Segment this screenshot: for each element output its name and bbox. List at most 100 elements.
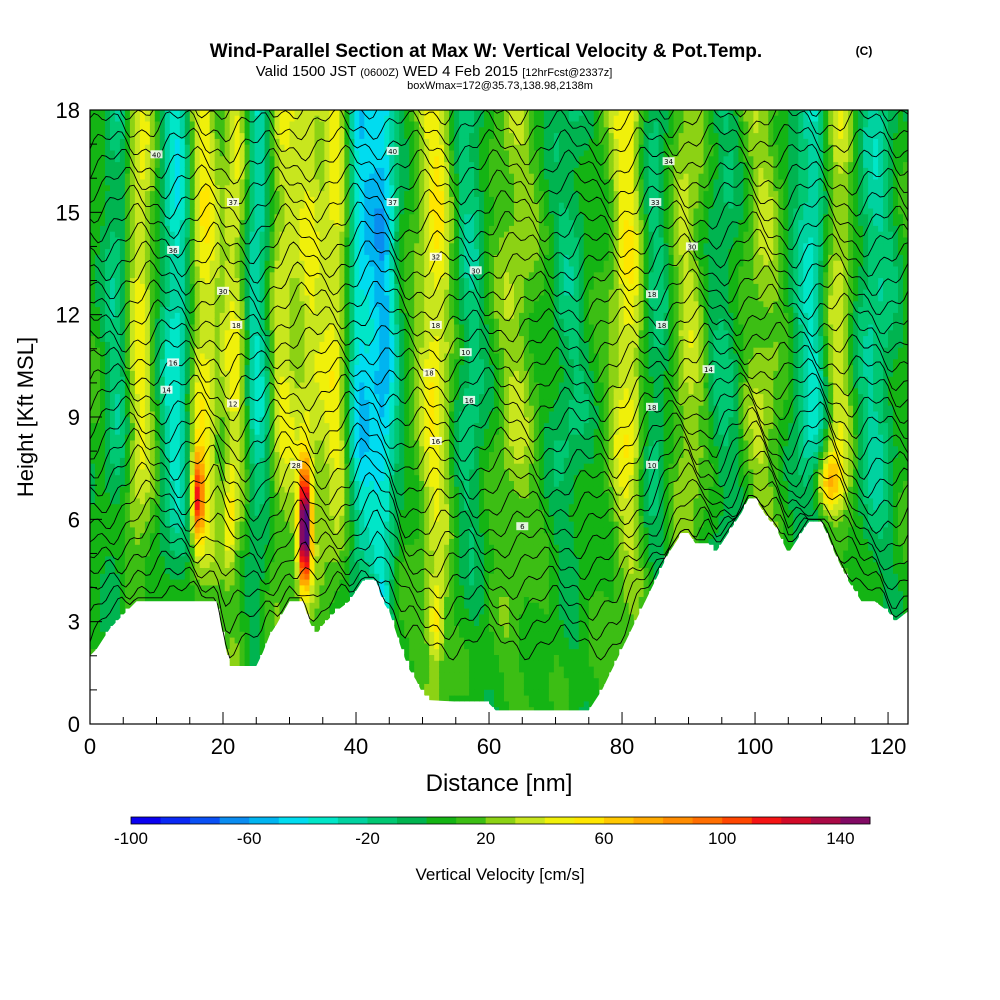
velocity-cell [164,579,171,586]
velocity-cell [164,468,171,476]
velocity-cell [184,161,191,168]
velocity-cell [204,242,211,250]
velocity-cell [159,567,166,574]
velocity-cell [229,439,236,447]
velocity-cell [119,271,126,279]
velocity-cell [279,532,286,539]
velocity-cell [264,115,271,122]
velocity-cell [204,555,211,563]
velocity-cell [339,474,345,481]
velocity-cell [95,550,101,557]
velocity-cell [124,579,131,586]
velocity-cell [309,341,316,348]
velocity-cell [239,538,246,545]
velocity-cell [100,306,106,313]
velocity-cell [184,410,191,418]
velocity-cell [110,260,116,267]
velocity-cell [209,567,216,574]
velocity-cell [199,335,206,342]
velocity-cell [184,561,191,568]
velocity-cell [349,132,355,139]
velocity-cell [344,561,350,568]
velocity-cell [184,521,191,528]
velocity-cell [95,335,101,342]
velocity-cell [95,236,101,244]
velocity-cell [209,445,216,453]
velocity-cell [249,173,256,180]
velocity-cell [90,416,96,424]
velocity-cell [174,289,181,296]
velocity-cell [284,306,291,313]
velocity-cell [319,602,325,609]
velocity-cell [274,132,281,139]
velocity-cell [95,271,101,279]
velocity-cell [229,625,236,632]
velocity-cell [269,387,276,395]
velocity-cell [174,126,181,134]
velocity-cell [339,294,345,302]
velocity-cell [234,631,241,638]
velocity-cell [229,184,236,192]
velocity-cell [244,364,251,371]
velocity-cell [244,306,251,313]
velocity-cell [209,387,216,395]
velocity-cell [105,463,111,470]
title-mark: (C) [856,44,873,58]
velocity-cell [349,526,355,534]
velocity-cell [259,294,266,302]
velocity-cell [249,550,256,557]
velocity-cell [309,138,316,145]
velocity-cell [279,283,286,290]
velocity-cell [314,387,321,395]
velocity-cell [169,149,176,157]
velocity-cell [209,451,216,458]
velocity-cell [144,376,151,383]
velocity-cell [344,236,350,244]
velocity-cell [134,260,141,267]
velocity-cell [174,410,181,418]
velocity-cell [159,509,166,516]
velocity-cell [339,468,345,476]
velocity-cell [119,579,126,586]
velocity-cell [224,416,231,424]
velocity-cell [174,480,181,487]
velocity-cell [179,590,186,597]
velocity-cell [254,405,261,412]
velocity-cell [304,271,311,279]
velocity-cell [174,219,181,226]
velocity-cell [259,503,266,510]
velocity-cell [334,138,340,145]
velocity-cell [274,410,281,418]
velocity-cell [334,602,340,609]
velocity-cell [100,393,106,400]
velocity-cell [224,144,231,151]
velocity-cell [204,463,211,470]
velocity-cell [324,439,330,447]
velocity-cell [119,294,126,302]
velocity-cell [229,387,236,395]
velocity-cell [119,115,126,122]
velocity-cell [124,213,131,221]
velocity-cell [259,387,266,395]
velocity-cell [269,550,276,557]
velocity-cell [189,341,196,348]
velocity-cell [359,393,365,400]
velocity-cell [234,660,241,667]
velocity-cell [199,358,206,366]
velocity-cell [159,492,166,499]
velocity-cell [339,132,345,139]
velocity-cell [134,202,141,209]
velocity-cell [110,492,116,499]
velocity-cell [224,335,231,342]
velocity-cell [334,219,340,226]
velocity-cell [100,480,106,487]
velocity-cell [289,405,296,412]
velocity-cell [174,318,181,325]
velocity-cell [184,445,191,453]
velocity-cell [254,341,261,348]
velocity-cell [254,347,261,354]
velocity-cell [354,358,360,366]
velocity-cell [110,115,116,122]
velocity-cell [144,144,151,151]
velocity-cell [129,190,136,197]
